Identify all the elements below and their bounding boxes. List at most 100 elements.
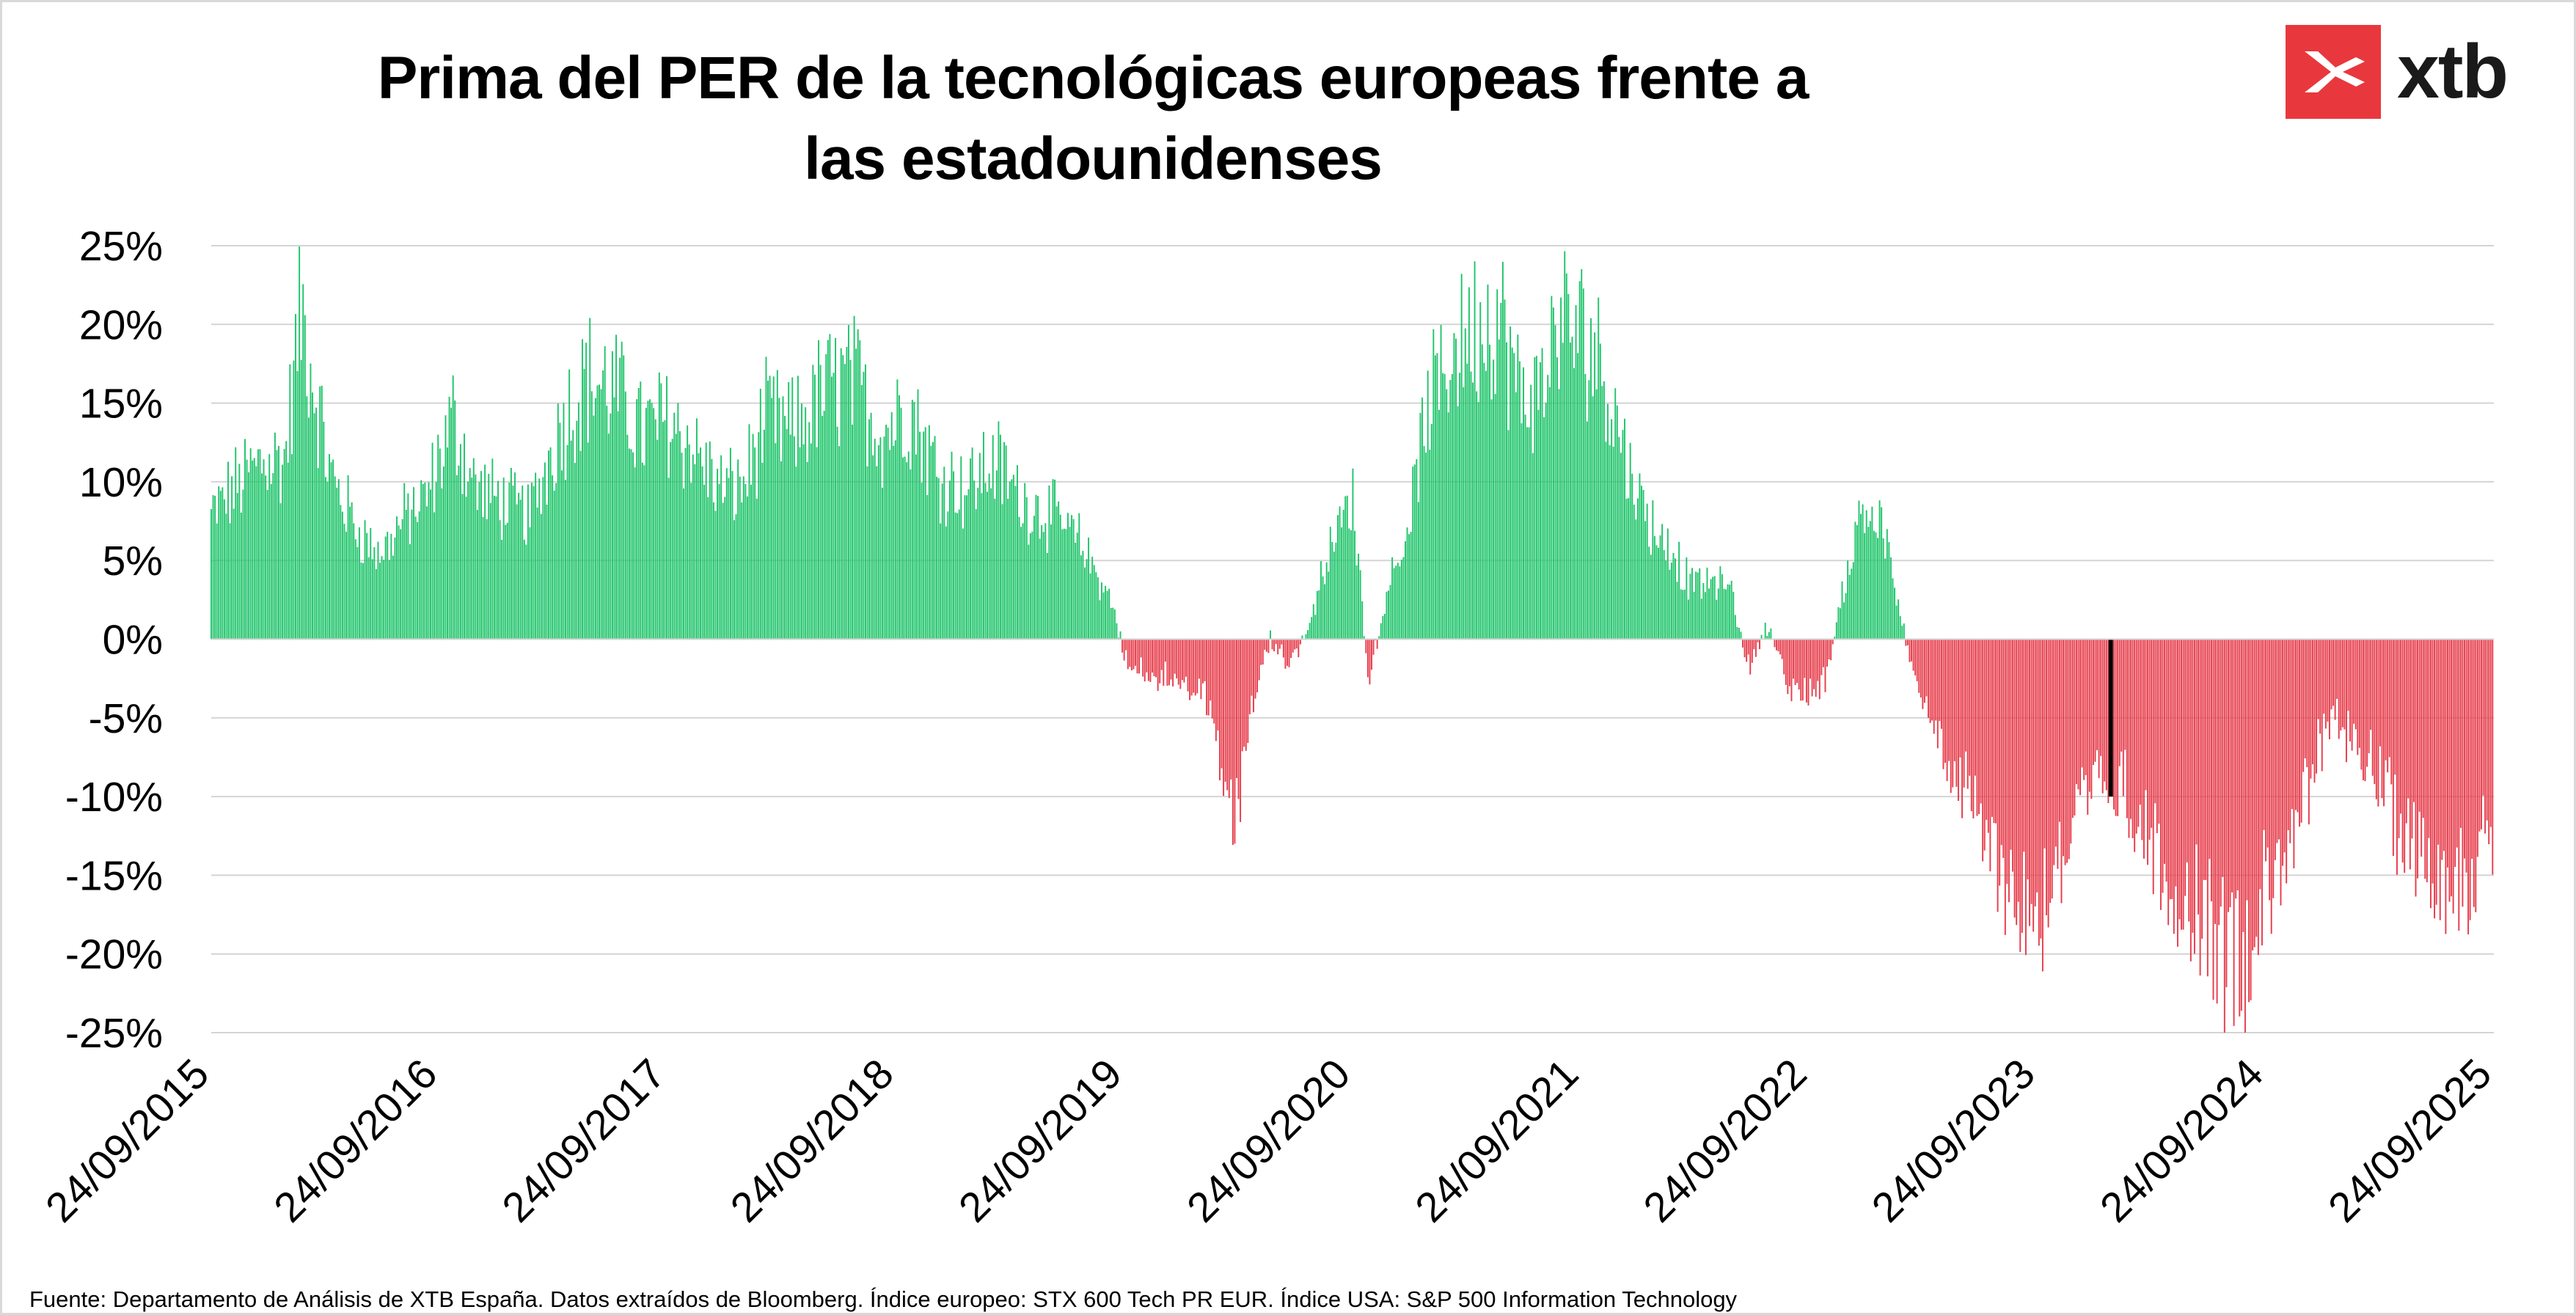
bar (1464, 328, 1466, 640)
bar (2415, 639, 2417, 897)
bar (1560, 297, 1562, 640)
bar (253, 458, 255, 640)
bar (2239, 639, 2241, 1017)
bar (1041, 524, 1043, 640)
bar (2392, 639, 2394, 857)
bar (1190, 639, 1193, 696)
bar (1099, 600, 1101, 640)
bar (1982, 639, 1984, 862)
bar (872, 455, 874, 640)
bar (379, 563, 381, 640)
bar (1848, 574, 1851, 640)
bar (1129, 639, 1131, 667)
bar (2162, 639, 2164, 893)
bar (1732, 591, 1735, 640)
bar (840, 348, 842, 640)
bar (1966, 639, 1969, 789)
bar (1146, 639, 1148, 673)
bar (296, 371, 299, 640)
bar (2327, 639, 2329, 722)
bar (2304, 639, 2306, 759)
bar (495, 496, 497, 640)
bar (1042, 532, 1044, 640)
bar (2079, 639, 2081, 796)
bar (1605, 442, 1607, 640)
bar (1523, 367, 1524, 640)
bar (1416, 459, 1418, 640)
bar (776, 370, 778, 640)
bar (1383, 613, 1386, 640)
bar (2345, 639, 2347, 763)
bar (577, 402, 579, 640)
bar (1389, 585, 1391, 640)
bar (962, 528, 964, 640)
bar (1517, 334, 1519, 640)
bar (2121, 639, 2123, 752)
bar (1661, 524, 1664, 640)
bar (1535, 356, 1537, 640)
bar (1687, 599, 1689, 640)
bar (806, 461, 808, 640)
bar (589, 318, 591, 640)
bar (1152, 639, 1153, 673)
bar (2013, 639, 2016, 918)
chart-title: Prima del PER de la tecnológicas europea… (377, 45, 1810, 192)
bar (1804, 639, 1806, 678)
bar (2088, 639, 2090, 792)
bar (1232, 639, 1234, 845)
bar (2206, 639, 2209, 977)
bar (990, 488, 992, 640)
bar (1540, 362, 1541, 640)
bar (279, 503, 282, 640)
bar (1906, 639, 1909, 645)
bar (1316, 590, 1318, 640)
bar (1666, 528, 1669, 640)
bar (1796, 639, 1799, 684)
bar (401, 519, 403, 640)
bar (1354, 530, 1355, 640)
bar (2023, 639, 2025, 852)
bar (797, 376, 799, 640)
bar (2253, 639, 2255, 948)
bar (1862, 504, 1864, 640)
bar (1457, 406, 1459, 640)
bar (1153, 639, 1155, 676)
bar (2021, 639, 2023, 933)
bar (2205, 639, 2207, 880)
bar (822, 416, 824, 640)
bar (1901, 626, 1903, 640)
bar (2454, 639, 2456, 868)
bar (424, 482, 426, 640)
bar (1730, 580, 1732, 640)
bar (690, 483, 692, 640)
bar (593, 415, 595, 640)
bar (2313, 639, 2316, 783)
bar (418, 511, 420, 640)
bar (765, 356, 767, 640)
bar (610, 413, 612, 640)
bar (1909, 639, 1911, 662)
bar (540, 513, 542, 640)
bar (467, 481, 469, 640)
bar (2330, 639, 2332, 710)
bar (2287, 639, 2289, 831)
bar (1860, 513, 1862, 640)
bar (272, 472, 274, 640)
bar (2181, 639, 2183, 930)
bar (1230, 639, 1232, 780)
bar (304, 315, 306, 640)
bar (1706, 567, 1708, 640)
bar (1472, 382, 1474, 640)
bar (488, 474, 490, 640)
bar (1933, 639, 1935, 734)
bar (1903, 623, 1905, 640)
bar (741, 502, 743, 640)
bar (283, 449, 285, 640)
bar (632, 452, 634, 640)
bar (1633, 505, 1635, 640)
bar (1329, 527, 1331, 640)
bar (1798, 639, 1800, 690)
bar (2002, 639, 2005, 858)
bar (1770, 628, 1772, 640)
bar (651, 403, 653, 640)
